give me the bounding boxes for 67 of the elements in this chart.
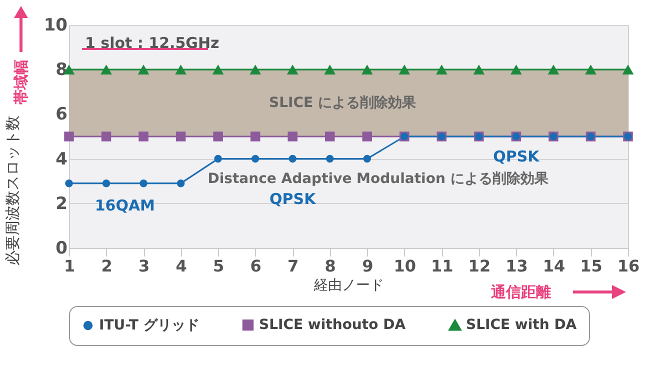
point bbox=[175, 64, 186, 75]
x-tick-label: 10 bbox=[394, 256, 416, 276]
point bbox=[100, 64, 112, 75]
x-tick-label: 11 bbox=[431, 256, 454, 276]
y-tick-label: 10 bbox=[44, 16, 68, 36]
band-label: SLICE による削除効果 bbox=[269, 95, 417, 112]
x-tick-label: 13 bbox=[506, 256, 528, 276]
point bbox=[324, 132, 335, 142]
point bbox=[398, 64, 410, 75]
point bbox=[176, 179, 185, 188]
legend-label: ITU-T グリッド bbox=[99, 318, 200, 334]
annotation: QPSK bbox=[270, 190, 318, 208]
point bbox=[212, 64, 224, 75]
annotation: QPSK bbox=[493, 148, 541, 166]
point bbox=[214, 154, 222, 163]
point bbox=[251, 154, 260, 163]
x-tick-label: 14 bbox=[542, 256, 566, 276]
x-tick-label: 15 bbox=[580, 256, 602, 276]
point bbox=[138, 132, 148, 142]
point bbox=[324, 64, 336, 75]
x-axis-title: 経由ノード bbox=[313, 278, 384, 294]
point bbox=[286, 64, 298, 75]
point bbox=[101, 132, 112, 142]
y-axis-title: 必要周波数スロット数 bbox=[4, 116, 22, 266]
y-tick-label: 6 bbox=[56, 104, 68, 125]
point bbox=[622, 64, 634, 75]
point bbox=[176, 132, 186, 142]
annotation: 1 slot : 12.5GHz bbox=[85, 34, 220, 52]
annotation: 16QAM bbox=[94, 196, 155, 214]
point bbox=[585, 64, 596, 75]
x-tick-label: 12 bbox=[468, 256, 491, 276]
point bbox=[436, 64, 448, 75]
point bbox=[65, 179, 73, 188]
point bbox=[288, 154, 296, 163]
point bbox=[363, 154, 372, 163]
x-tick-label: 9 bbox=[362, 256, 374, 276]
point bbox=[362, 132, 372, 142]
x-tick-label: 5 bbox=[212, 256, 224, 276]
text: 帯域幅 bbox=[12, 60, 30, 104]
y-tick-label: 2 bbox=[56, 194, 68, 214]
point bbox=[361, 64, 373, 75]
x-tick-label: 2 bbox=[101, 256, 112, 276]
point bbox=[510, 64, 522, 75]
point bbox=[102, 179, 110, 188]
x-tick-label: 4 bbox=[176, 256, 187, 276]
y-tick-label: 4 bbox=[56, 149, 68, 170]
point bbox=[288, 132, 298, 142]
x-tick-label: 7 bbox=[288, 256, 299, 276]
x-tick-label: 1 bbox=[64, 256, 76, 276]
y-tick-label: 0 bbox=[56, 238, 68, 258]
point bbox=[64, 132, 74, 142]
x-tick-label: 16 bbox=[617, 256, 640, 276]
x-tick-label: 8 bbox=[324, 256, 336, 276]
text: 通信距離 bbox=[490, 283, 551, 301]
point bbox=[250, 64, 262, 75]
x-tick-label: 3 bbox=[138, 256, 150, 276]
annotation: Distance Adaptive Modulation による削除効果 bbox=[208, 171, 550, 187]
point bbox=[140, 179, 148, 188]
point bbox=[326, 154, 334, 163]
legend-label: SLICE with DA bbox=[466, 317, 577, 334]
point bbox=[250, 132, 260, 142]
point bbox=[213, 132, 223, 142]
x-tick-label: 6 bbox=[250, 256, 262, 276]
legend-label: SLICE withouto DA bbox=[259, 317, 406, 334]
point bbox=[138, 64, 150, 75]
point bbox=[473, 64, 485, 75]
point bbox=[548, 64, 560, 75]
